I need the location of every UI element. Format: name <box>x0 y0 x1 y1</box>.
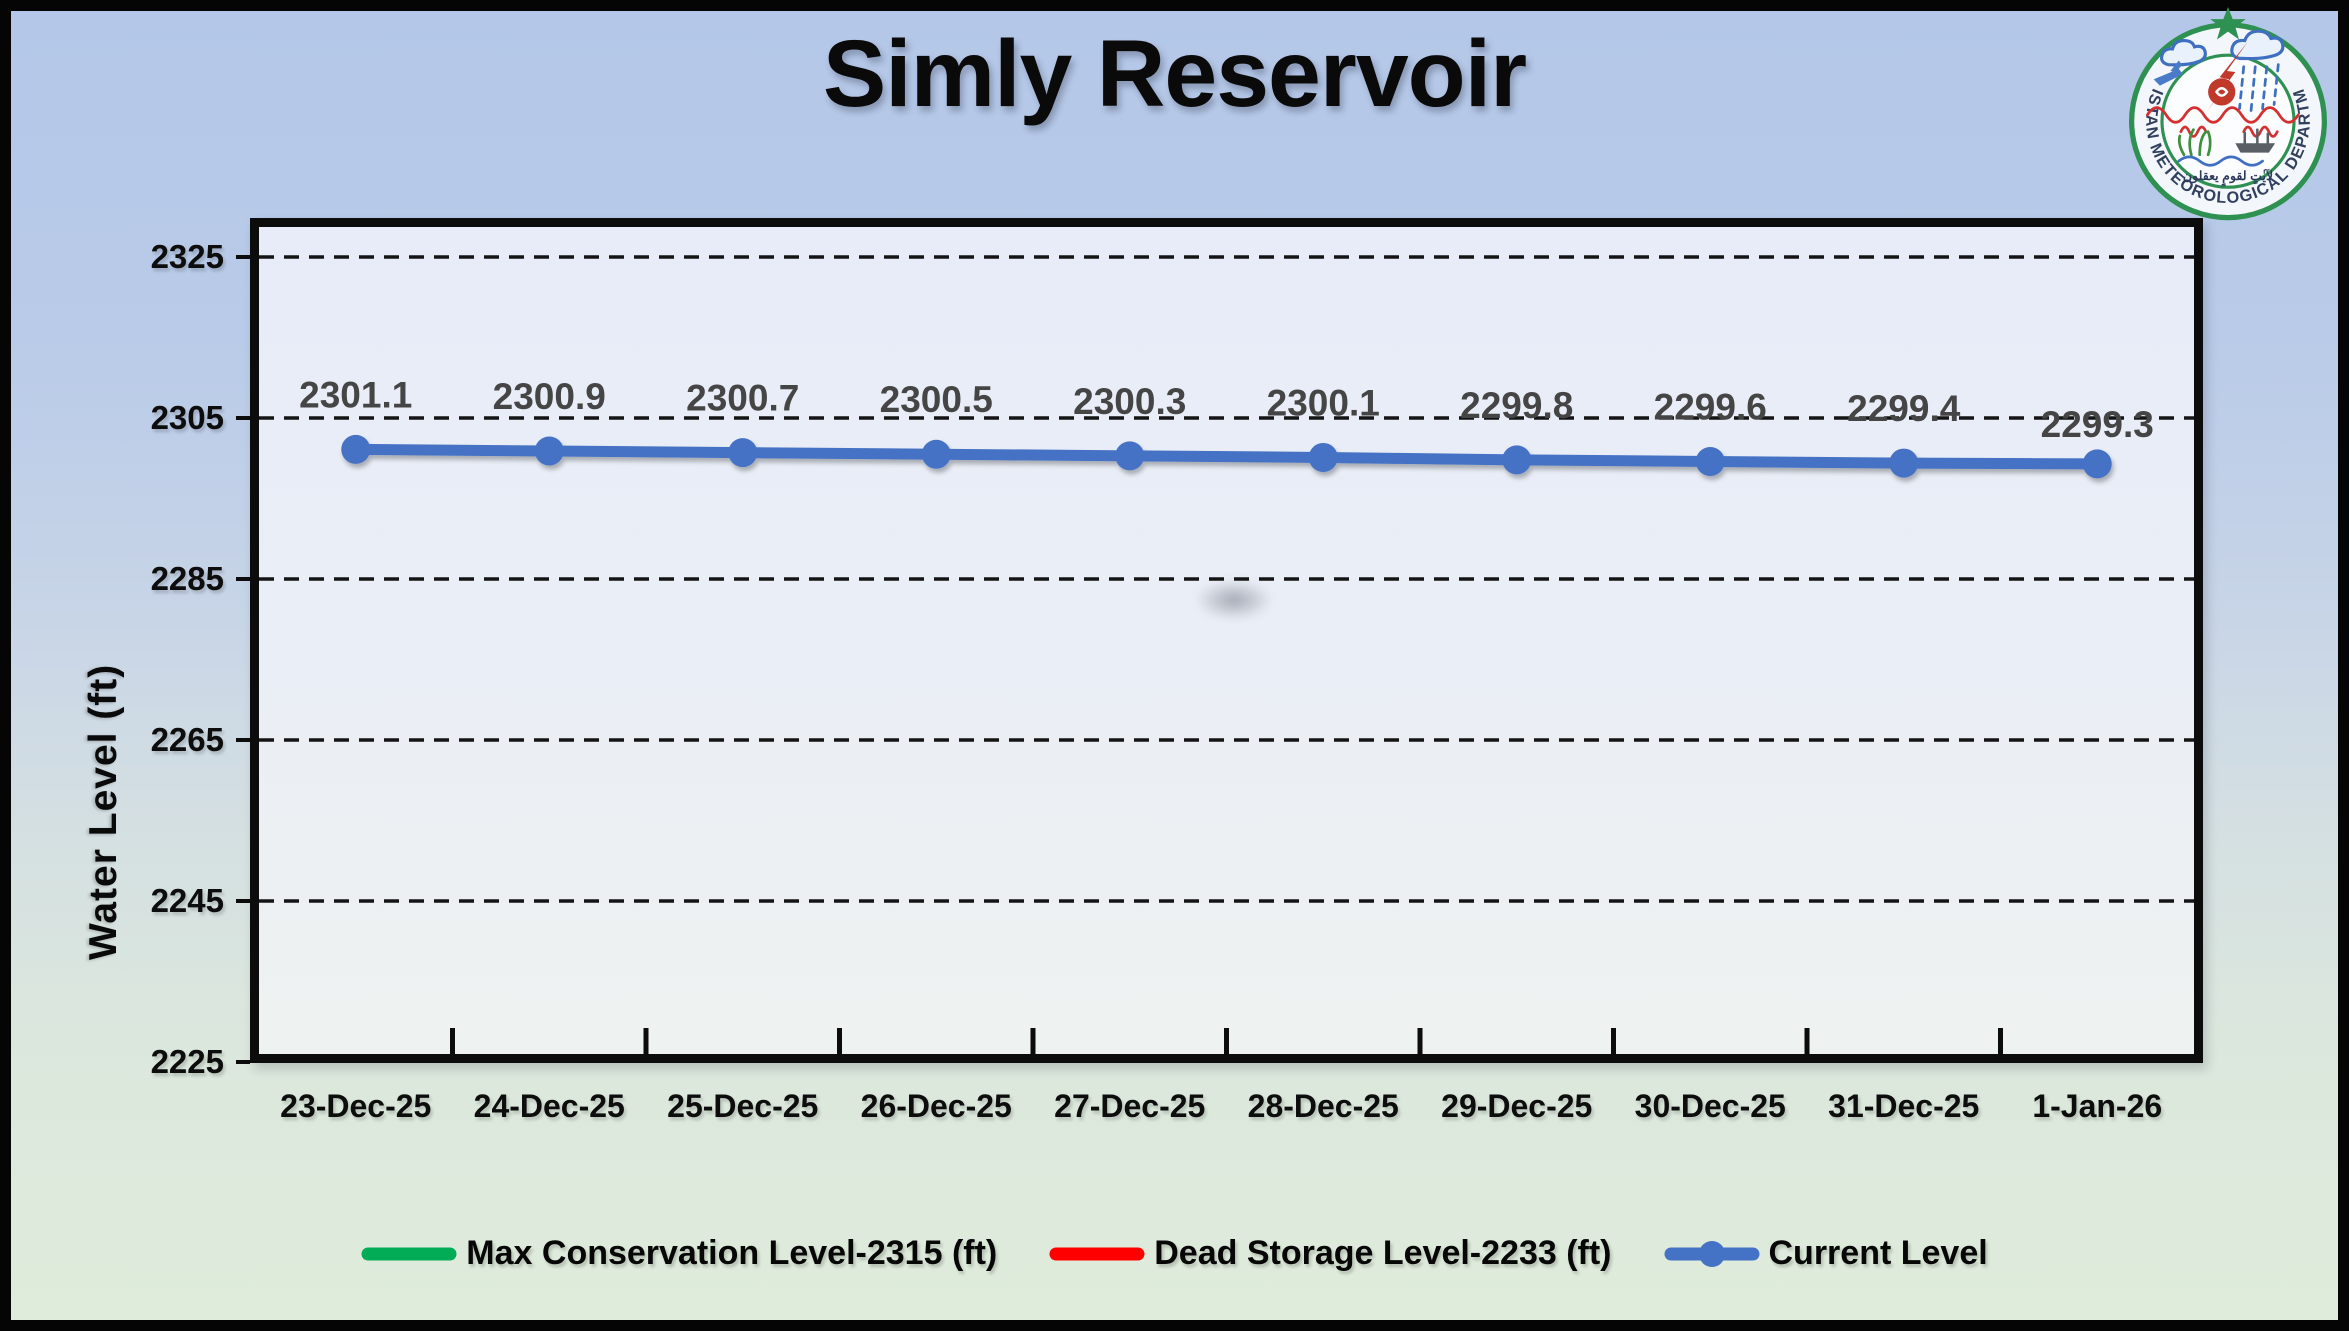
data-point-marker <box>1889 448 1919 478</box>
plot-area <box>250 218 2203 1063</box>
logo-inscription: لآيٰتٍ لقومٍ يعقلون <box>2183 168 2273 188</box>
x-axis-label: 28-Dec-25 <box>1247 1088 1399 1124</box>
x-axis-label: 29-Dec-25 <box>1441 1088 1593 1124</box>
data-label: 2299.6 <box>1654 386 1767 427</box>
data-label: 2300.1 <box>1267 382 1380 423</box>
rain-icon <box>2238 63 2280 113</box>
y-tick-label: 2305 <box>150 399 224 436</box>
data-point-marker <box>341 434 371 464</box>
data-point-marker <box>921 439 951 469</box>
x-axis-label: 23-Dec-25 <box>280 1088 432 1124</box>
legend-label: Dead Storage Level-2233 (ft) <box>1154 1234 1612 1272</box>
current-level-line <box>350 443 2103 470</box>
legend-swatch <box>361 1247 457 1260</box>
x-axis-label: 30-Dec-25 <box>1634 1088 1786 1124</box>
legend-label: Max Conservation Level-2315 (ft) <box>466 1234 998 1272</box>
data-point-marker <box>1695 446 1725 476</box>
y-tick-mark <box>236 577 250 581</box>
data-label: 2300.9 <box>493 376 606 417</box>
data-label: 2301.1 <box>299 374 412 415</box>
data-point-marker <box>2082 449 2112 479</box>
series-data <box>341 434 2112 479</box>
x-axis-label: 24-Dec-25 <box>473 1088 625 1124</box>
y-tick-label: 2225 <box>150 1043 224 1080</box>
logo-artwork <box>2145 29 2300 167</box>
smudge-artifact <box>1196 580 1272 620</box>
cloud-icon <box>2160 29 2285 67</box>
plane-icon <box>2153 60 2183 86</box>
y-tick-mark <box>236 416 250 420</box>
data-label-layer: 2301.1 2300.9 2300.7 2300.5 2300.3 2300.1 2299… <box>299 374 2154 444</box>
y-tick-mark <box>236 899 250 903</box>
legend-item: Current Level <box>1664 1234 1988 1273</box>
grass-icon <box>2177 128 2212 157</box>
data-label: 2299.3 <box>2041 404 2154 445</box>
legend-swatch <box>1049 1247 1145 1260</box>
legend-item: Dead Storage Level-2233 (ft) <box>1049 1234 1612 1273</box>
x-axis-label: 25-Dec-25 <box>667 1088 819 1124</box>
data-label: 2300.3 <box>1073 381 1186 422</box>
data-point-marker <box>1502 445 1532 475</box>
x-axis-boundary-ticks <box>450 1028 2003 1054</box>
y-tick-label: 2245 <box>150 882 224 919</box>
legend-swatch <box>1664 1240 1759 1267</box>
legend: Max Conservation Level-2315 (ft) Dead Sto… <box>0 1234 2349 1273</box>
lightning-icon <box>2206 41 2248 113</box>
y-tick-mark <box>236 255 250 259</box>
y-tick-label: 2325 <box>150 238 224 275</box>
x-axis-label: 26-Dec-25 <box>860 1088 1012 1124</box>
legend-item: Max Conservation Level-2315 (ft) <box>361 1234 997 1273</box>
data-point-marker <box>534 436 564 466</box>
gridlines <box>259 255 2194 903</box>
data-label: 2300.7 <box>686 378 799 419</box>
legend-label: Current Level <box>1768 1234 1988 1272</box>
x-axis-label: 31-Dec-25 <box>1828 1088 1980 1124</box>
data-point-marker <box>728 438 758 468</box>
legend-marker <box>1698 1240 1725 1267</box>
data-point-marker <box>1115 441 1145 471</box>
water-wave-icon <box>2177 155 2264 167</box>
chart-title: Simly Reservoir <box>822 21 1527 127</box>
ship-icon <box>2235 128 2276 153</box>
data-label: 2299.4 <box>1847 388 1961 429</box>
x-axis-label: 1-Jan-26 <box>2032 1088 2163 1124</box>
y-tick-mark <box>236 738 250 742</box>
data-label: 2299.8 <box>1460 385 1573 426</box>
logo-star-icon <box>2210 7 2246 40</box>
x-axis-label: 27-Dec-25 <box>1054 1088 1206 1124</box>
heartbeat-lines <box>2145 106 2300 138</box>
y-tick-label: 2285 <box>150 560 224 597</box>
y-tick-label: 2265 <box>150 721 224 758</box>
data-label: 2300.5 <box>880 379 993 420</box>
series-layer <box>341 331 2112 1004</box>
y-tick-mark <box>236 1060 250 1064</box>
chart-canvas: 2301.1 2300.9 2300.7 2300.5 2300.3 2300.1 2299… <box>259 255 2194 1054</box>
data-point-marker <box>1308 442 1338 472</box>
pmd-logo: PAKISTAN METEOROLOGICAL DEPARTMENT <box>2118 6 2327 221</box>
